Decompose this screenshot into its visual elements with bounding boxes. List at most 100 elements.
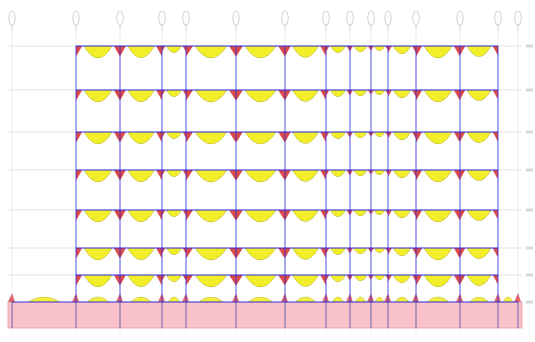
axis-marker-bubble xyxy=(158,10,166,26)
negative-moment-wedge xyxy=(120,275,126,286)
negative-moment-wedge xyxy=(113,90,120,101)
positive-moment-lobe xyxy=(329,89,347,97)
negative-moment-wedge xyxy=(229,46,236,57)
positive-moment-lobe xyxy=(244,274,277,288)
positive-moment-lobe xyxy=(244,247,277,261)
negative-moment-wedge xyxy=(320,170,326,181)
negative-moment-wedge xyxy=(412,46,416,54)
negative-moment-wedge xyxy=(388,170,392,178)
base-moment-wedge xyxy=(494,293,501,302)
positive-moment-lobe xyxy=(373,247,386,253)
negative-moment-wedge xyxy=(346,210,350,217)
negative-moment-wedge xyxy=(186,248,193,259)
negative-moment-wedge xyxy=(113,170,120,181)
base-moment-wedge xyxy=(384,293,391,302)
positive-moment-lobe xyxy=(83,89,113,103)
negative-moment-wedge xyxy=(162,248,166,255)
axis-marker-bubble xyxy=(116,10,124,26)
positive-moment-lobe xyxy=(373,169,386,175)
positive-moment-lobe xyxy=(392,89,412,99)
axis-marker-bubble xyxy=(72,10,80,26)
negative-moment-wedge xyxy=(368,248,371,254)
negative-moment-wedge xyxy=(156,248,162,259)
negative-moment-wedge xyxy=(326,132,330,139)
positive-moment-lobe xyxy=(127,247,155,260)
negative-moment-wedge xyxy=(385,170,388,175)
negative-moment-wedge xyxy=(368,132,371,138)
negative-moment-wedge xyxy=(416,132,423,143)
positive-moment-lobe xyxy=(329,274,347,282)
negative-moment-wedge xyxy=(453,210,460,221)
axis-marker-bubble xyxy=(384,10,392,26)
positive-moment-lobe xyxy=(244,169,277,183)
axis-marker-bubble xyxy=(367,10,375,26)
negative-moment-wedge xyxy=(285,210,291,221)
axis-marker-bubble xyxy=(346,10,354,26)
negative-moment-wedge xyxy=(412,90,416,98)
negative-moment-wedge xyxy=(156,170,162,181)
negative-moment-wedge xyxy=(186,275,193,286)
floor-labels xyxy=(526,44,533,304)
negative-moment-wedge xyxy=(326,170,330,177)
negative-moment-wedge xyxy=(236,248,243,259)
negative-moment-wedge xyxy=(113,248,120,259)
negative-moment-wedge xyxy=(278,275,285,286)
negative-moment-wedge xyxy=(236,90,243,101)
positive-moment-lobe xyxy=(392,247,412,257)
negative-moment-wedge xyxy=(412,275,416,283)
positive-moment-lobe xyxy=(194,131,228,145)
positive-moment-lobe xyxy=(423,89,453,103)
negative-moment-wedge xyxy=(182,90,186,97)
negative-moment-wedge xyxy=(371,132,374,137)
negative-moment-wedge xyxy=(460,275,466,285)
negative-moment-wedge xyxy=(285,170,291,181)
positive-moment-lobe xyxy=(292,131,319,144)
positive-moment-lobe xyxy=(329,247,347,255)
negative-moment-wedge xyxy=(492,275,498,285)
floor-level-tag xyxy=(526,130,533,134)
base-moment-wedge xyxy=(367,293,374,302)
positive-moment-lobe xyxy=(466,89,492,101)
negative-moment-wedge xyxy=(320,248,326,259)
positive-moment-lobe xyxy=(329,45,347,53)
negative-moment-wedge xyxy=(385,210,388,215)
negative-moment-wedge xyxy=(388,46,392,54)
base-moment-wedge xyxy=(116,293,123,302)
negative-moment-wedge xyxy=(453,90,460,101)
negative-moment-wedge xyxy=(162,46,166,53)
negative-moment-wedge xyxy=(120,132,126,143)
positive-moment-lobe xyxy=(127,89,155,102)
negative-moment-wedge xyxy=(182,210,186,217)
positive-moment-lobe xyxy=(466,247,492,259)
negative-moment-wedge xyxy=(186,90,193,101)
positive-moment-lobe xyxy=(83,131,113,145)
negative-moment-wedge xyxy=(186,132,193,143)
negative-moment-wedge xyxy=(278,210,285,221)
negative-moment-wedge xyxy=(320,46,326,57)
negative-moment-wedge xyxy=(182,132,186,139)
base-moment-wedge xyxy=(158,293,165,302)
negative-moment-wedge xyxy=(186,170,193,181)
negative-moment-wedge xyxy=(492,210,498,220)
negative-moment-wedge xyxy=(368,210,371,216)
base-positive-lobe xyxy=(27,296,61,303)
negative-moment-wedge xyxy=(350,132,353,138)
positive-moment-lobe xyxy=(466,274,492,286)
negative-moment-wedge xyxy=(412,210,416,218)
negative-moment-wedge xyxy=(320,275,326,286)
base-moment-wedge xyxy=(281,293,288,302)
negative-moment-wedge xyxy=(412,248,416,256)
positive-moment-lobe xyxy=(423,45,453,59)
axis-marker-bubble xyxy=(8,10,16,26)
base-moment-wedge xyxy=(412,293,419,302)
positive-moment-lobe xyxy=(165,247,183,255)
negative-moment-wedge xyxy=(416,210,423,221)
positive-moment-lobe xyxy=(127,131,155,144)
base-positive-lobe xyxy=(247,296,274,303)
negative-moment-wedge xyxy=(388,90,392,98)
positive-moment-lobe xyxy=(127,209,155,222)
negative-moment-wedge xyxy=(278,90,285,101)
negative-moment-wedge xyxy=(76,170,83,181)
negative-moment-wedge xyxy=(416,170,423,181)
negative-moment-wedge xyxy=(182,275,186,282)
